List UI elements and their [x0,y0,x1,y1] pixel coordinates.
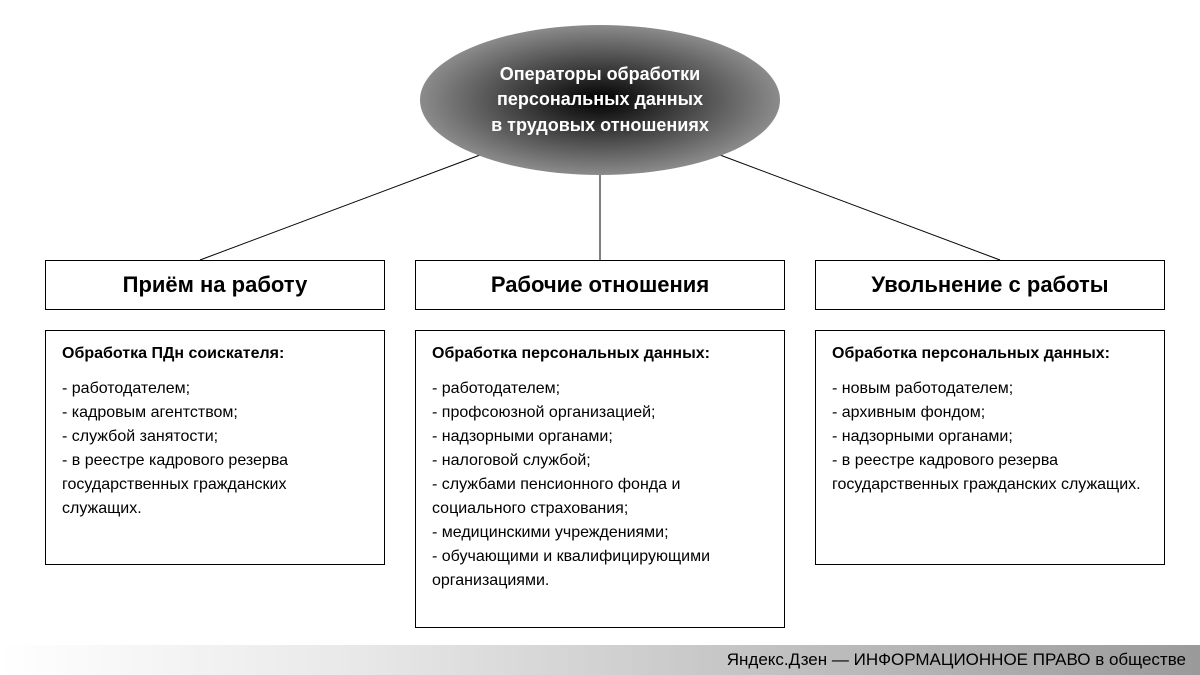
list-item: - новым работодателем; [832,377,1148,401]
footer-bar: Яндекс.Дзен — ИНФОРМАЦИОННОЕ ПРАВО в общ… [0,645,1200,675]
list-item: - архивным фондом; [832,401,1148,425]
column-header-working: Рабочие отношения [415,260,785,310]
list-item: - в реестре кадрового резерва государств… [832,449,1148,497]
column-body-dismissal: Обработка персональных данных: - новым р… [815,330,1165,565]
body-title: Обработка персональных данных: [432,345,768,363]
list-item: - службами пенсионного фонда и социально… [432,473,768,521]
body-title: Обработка ПДн соискателя: [62,345,368,363]
list-item: - работодателем; [62,377,368,401]
list-item: - надзорными органами; [832,425,1148,449]
list-item: - медицинскими учреждениями; [432,521,768,545]
body-items: - работодателем;- профсоюзной организаци… [432,377,768,593]
footer-text: Яндекс.Дзен — ИНФОРМАЦИОННОЕ ПРАВО в общ… [727,650,1186,670]
list-item: - в реестре кадрового резерва государств… [62,449,368,521]
list-item: - службой занятости; [62,425,368,449]
body-title: Обработка персональных данных: [832,345,1148,363]
column-header-label: Увольнение с работы [871,272,1108,298]
column-header-hiring: Приём на работу [45,260,385,310]
column-header-dismissal: Увольнение с работы [815,260,1165,310]
list-item: - кадровым агентством; [62,401,368,425]
list-item: - работодателем; [432,377,768,401]
root-line-2: персональных данных [491,87,709,112]
list-item: - налоговой службой; [432,449,768,473]
column-body-working: Обработка персональных данных: - работод… [415,330,785,628]
root-node: Операторы обработки персональных данных … [420,25,780,175]
diagram-canvas: Операторы обработки персональных данных … [0,0,1200,675]
list-item: - профсоюзной организацией; [432,401,768,425]
body-items: - работодателем;- кадровым агентством;- … [62,377,368,521]
column-body-hiring: Обработка ПДн соискателя: - работодателе… [45,330,385,565]
root-line-3: в трудовых отношениях [491,113,709,138]
column-header-label: Рабочие отношения [491,272,709,298]
root-node-text: Операторы обработки персональных данных … [491,62,709,138]
column-header-label: Приём на работу [123,272,308,298]
root-line-1: Операторы обработки [491,62,709,87]
body-items: - новым работодателем;- архивным фондом;… [832,377,1148,497]
list-item: - обучающими и квалифицирующими организа… [432,545,768,593]
list-item: - надзорными органами; [432,425,768,449]
